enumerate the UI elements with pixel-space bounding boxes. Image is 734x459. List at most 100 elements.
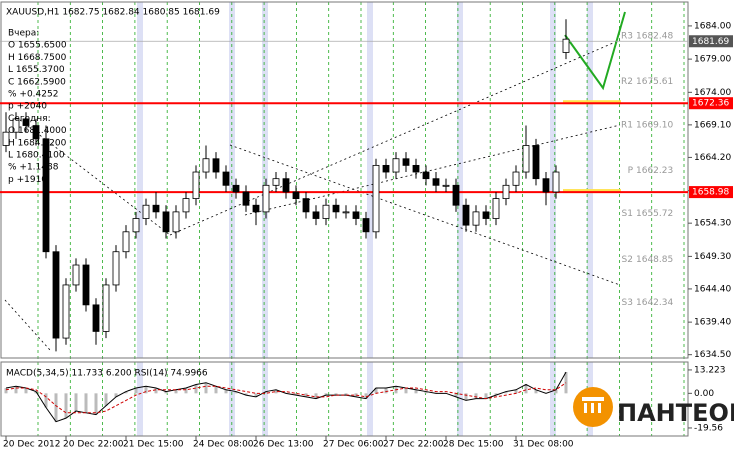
trend-line	[229, 144, 621, 286]
pivot-label: 1642.34	[636, 298, 673, 308]
x-tick-label: 20 Dec 22:00	[63, 440, 124, 450]
info-text: % +0.4252	[8, 90, 58, 100]
candle-body	[242, 191, 250, 206]
candle-body	[142, 204, 150, 219]
session-band	[587, 2, 593, 358]
candle-body	[322, 204, 330, 219]
level-box	[689, 186, 733, 199]
logo: ПАНТЕОН	[573, 387, 734, 427]
trend-line	[244, 124, 621, 216]
candle-body	[382, 164, 390, 173]
candle-body	[102, 284, 110, 332]
session-band	[367, 2, 373, 358]
candle-body	[332, 204, 340, 213]
pivot-label: 1662.23	[636, 166, 673, 176]
info-text: O 1655.6500	[8, 41, 67, 51]
y-tick-label: 1679.00	[694, 55, 731, 65]
candle-body	[402, 158, 410, 166]
candle-body	[72, 264, 80, 286]
candle-body	[132, 218, 140, 233]
candle-body	[32, 125, 40, 140]
candle-body	[152, 204, 160, 213]
candle-body	[302, 198, 310, 213]
info-text: Сегодня:	[8, 114, 51, 124]
macd-y-tick-label: -19.56	[694, 423, 723, 433]
session-band	[229, 2, 235, 358]
pivot-name: S1	[622, 209, 633, 219]
candle-body	[562, 38, 570, 53]
candle-body	[252, 204, 260, 213]
candle-body	[122, 231, 130, 253]
info-text: p +1910	[8, 175, 47, 185]
candle-body	[282, 178, 290, 193]
x-tick-label: 24 Dec 08:00	[193, 440, 254, 450]
candle-body	[172, 211, 180, 233]
pivot-name: S2	[622, 255, 633, 265]
last-price-box	[689, 35, 733, 48]
candle-body	[222, 171, 230, 186]
level-label: 1658.98	[692, 188, 729, 198]
candle-body	[262, 184, 270, 213]
info-text: H 1668.7500	[8, 53, 67, 63]
candle-body	[392, 158, 400, 173]
session-band	[457, 2, 463, 358]
y-tick-label: 1654.30	[694, 219, 731, 229]
pivot-label: 1682.48	[636, 32, 673, 42]
candle-body	[432, 178, 440, 186]
candle-body	[312, 211, 320, 219]
session-band	[137, 362, 143, 436]
logo-icon	[584, 403, 587, 413]
pivot-label: 1648.85	[636, 255, 673, 265]
x-tick-label: 27 Dec 06:00	[323, 440, 384, 450]
logo-icon	[582, 397, 604, 401]
info-text: % +1.1488	[8, 163, 59, 173]
session-band	[367, 362, 373, 436]
info-text: O 1681.4000	[8, 126, 67, 136]
pivot-name: R1	[621, 120, 633, 130]
candle-body	[542, 178, 550, 193]
candle-body	[532, 145, 540, 180]
macd-y-tick-label: 13.223	[694, 365, 726, 375]
pivot-name: P	[628, 166, 634, 176]
y-tick-label: 1669.10	[694, 120, 731, 130]
info-text: L 1655.3700	[8, 65, 65, 75]
candle-body	[42, 138, 50, 253]
candle-body	[192, 171, 200, 199]
candle-body	[22, 118, 30, 126]
candle-body	[362, 218, 370, 233]
macd-line	[5, 382, 567, 414]
candle-body	[442, 184, 450, 187]
session-band	[137, 2, 143, 358]
x-tick-label: 31 Dec 08:00	[513, 440, 574, 450]
x-tick-label: 21 Dec 15:00	[123, 440, 184, 450]
candle-body	[212, 158, 220, 173]
candle-body	[292, 191, 300, 199]
candle-body	[472, 211, 480, 226]
logo-icon	[598, 403, 601, 413]
y-tick-label: 1634.50	[694, 350, 731, 360]
info-text: C 1662.5900	[8, 77, 66, 87]
candle-body	[112, 251, 120, 286]
y-tick-label: 1639.40	[694, 318, 731, 328]
pivot-name: R3	[621, 32, 633, 42]
candle-body	[352, 211, 360, 219]
pivot-label: 1655.72	[636, 209, 673, 219]
session-band	[550, 362, 556, 436]
x-tick-label: 28 Dec 15:00	[443, 440, 504, 450]
info-text: L 1680.4100	[8, 151, 65, 161]
forecast-line	[564, 11, 626, 91]
logo-text: ПАНТЕОН	[617, 399, 734, 427]
candle-body	[12, 118, 20, 133]
candle-body	[232, 184, 240, 193]
y-tick-label: 1684.00	[694, 21, 731, 31]
info-text: Вчера:	[8, 29, 39, 39]
session-band	[262, 362, 268, 436]
y-tick-label: 1649.30	[694, 252, 731, 262]
trend-line	[4, 299, 51, 351]
candle-body	[202, 158, 210, 173]
x-tick-label: 20 Dec 2012	[3, 440, 61, 450]
macd-line	[5, 371, 567, 423]
candle-body	[162, 211, 170, 233]
session-band	[457, 362, 463, 436]
